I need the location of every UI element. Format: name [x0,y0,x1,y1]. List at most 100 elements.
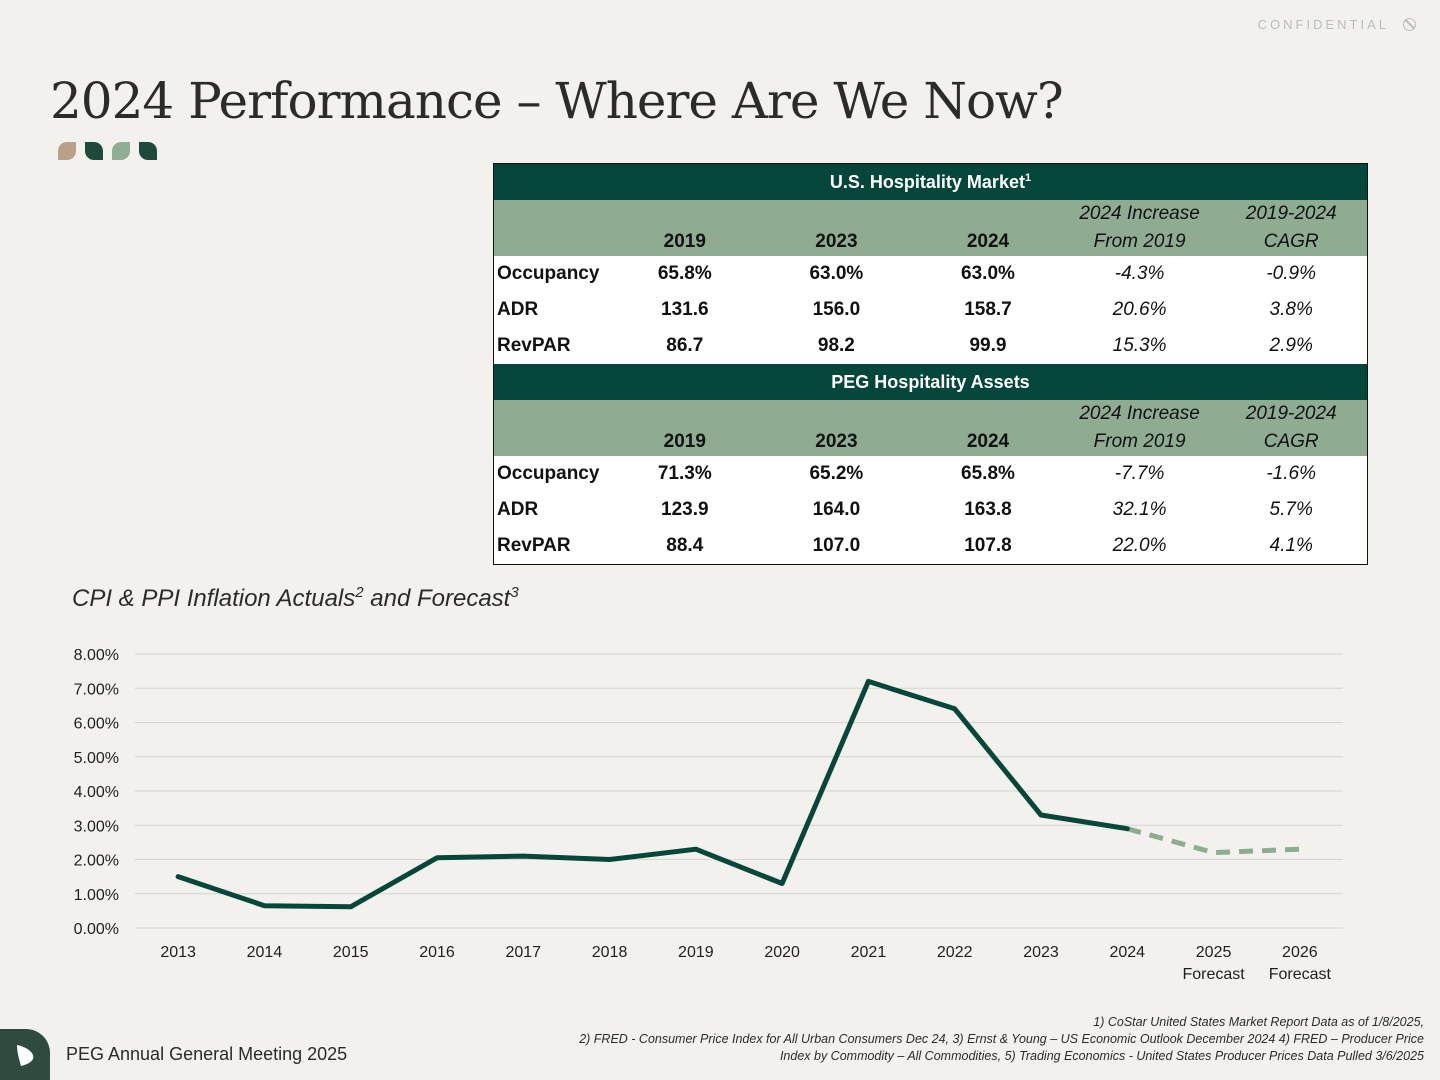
table-column-header: 2019 2023 2024 2024 Increase From 2019 20… [494,200,1367,256]
header-2024: 2024 [912,400,1064,456]
footnote-line: 1) CoStar United States Market Report Da… [1093,1015,1424,1029]
x-tick-label: Forecast [1269,966,1332,983]
confidential-label: CONFIDENTIAL [1258,17,1416,32]
table-row: ADR 123.9 164.0 163.8 32.1% 5.7% [494,492,1367,528]
row-label: ADR [497,499,539,520]
cell-cagr: 4.1% [1269,535,1313,556]
cell-2023: 107.0 [812,535,861,556]
x-tick-label: 2014 [247,944,283,961]
header-2023: 2023 [760,400,913,456]
table-row: ADR 131.6 156.0 158.7 20.6% 3.8% [494,292,1367,328]
y-tick-label: 6.00% [74,716,119,733]
actual-series-line [175,678,1130,910]
x-tick-label: 2016 [419,944,455,961]
cell-2024: 158.7 [964,299,1012,320]
leaf-icon [139,142,157,160]
cell-2024: 107.8 [964,535,1012,556]
table-column-header: 2019 2023 2024 2024 Increase From 2019 20… [494,400,1367,456]
row-label: Occupancy [497,463,600,484]
x-tick-label: 2017 [505,944,541,961]
cell-2023: 63.0% [809,263,864,284]
leaf-icon [85,142,103,160]
forecast-series-line [1126,826,1300,856]
table-section-header: U.S. Hospitality Market1 [494,164,1367,200]
footer-logo-tab [0,1029,50,1080]
y-tick-label: 1.00% [74,887,119,904]
cell-2023: 164.0 [812,499,861,520]
cell-2023: 156.0 [812,299,861,320]
row-label: Occupancy [497,263,600,284]
cell-2024: 99.9 [969,335,1007,356]
cell-2024: 163.8 [964,499,1012,520]
x-tick-label: 2023 [1023,944,1059,961]
cell-2019: 65.8% [657,263,712,284]
header-empty [494,200,609,256]
y-tick-label: 5.00% [74,750,119,767]
cell-cagr: -1.6% [1266,463,1316,484]
y-tick-label: 0.00% [74,921,119,938]
header-cagr: 2019-2024 CAGR [1215,400,1367,456]
row-label: RevPAR [497,535,571,556]
brand-leaves [58,142,157,160]
cell-increase: 22.0% [1112,535,1167,556]
leaf-icon [112,142,130,160]
cell-increase: -7.7% [1114,463,1165,484]
x-tick-label: 2026 [1282,944,1318,961]
y-tick-label: 7.00% [74,681,119,698]
x-tick-label: 2021 [851,944,887,961]
table-row: Occupancy 71.3% 65.2% 65.8% -7.7% -1.6% [494,456,1367,492]
cell-increase: 32.1% [1112,499,1167,520]
cell-2019: 131.6 [661,299,709,320]
y-tick-label: 8.00% [74,647,119,664]
x-tick-label: 2020 [764,944,800,961]
footnote-line: Index by Commodity – All Commodities, 5)… [779,1049,1424,1063]
x-tick-label: 2019 [678,944,714,961]
performance-tables: U.S. Hospitality Market1 2019 2023 2024 … [493,163,1368,565]
section-title: U.S. Hospitality Market1 [494,164,1367,200]
peg-assets-table: PEG Hospitality Assets 2019 2023 2024 20… [494,364,1367,564]
cell-2023: 98.2 [817,335,855,356]
cell-2019: 123.9 [661,499,709,520]
cell-2019: 88.4 [666,535,704,556]
header-increase: 2024 Increase From 2019 [1063,200,1216,256]
table-row: Occupancy 65.8% 63.0% 63.0% -4.3% -0.9% [494,256,1367,292]
cell-increase: -4.3% [1114,263,1165,284]
section-title: PEG Hospitality Assets [494,364,1367,400]
cell-cagr: -0.9% [1266,263,1316,284]
x-tick-label: 2022 [937,944,973,961]
cell-2024: 63.0% [961,263,1015,284]
chart-title: CPI & PPI Inflation Actuals2 and Forecas… [72,584,519,612]
table-section-header: PEG Hospitality Assets [494,364,1367,400]
x-tick-label: 2025 [1196,944,1232,961]
cell-2019: 71.3% [657,463,712,484]
restricted-icon [1403,18,1416,31]
x-tick-label: 2024 [1109,944,1145,961]
header-2019: 2019 [609,200,761,256]
cell-2023: 65.2% [809,463,864,484]
y-tick-label: 4.00% [74,784,119,801]
cell-cagr: 2.9% [1269,335,1313,356]
x-tick-label: 2013 [160,944,196,961]
leaf-icon [58,142,76,160]
page-title: 2024 Performance – Where Are We Now? [50,72,1064,130]
us-hospitality-table: U.S. Hospitality Market1 2019 2023 2024 … [494,164,1367,364]
y-tick-label: 2.00% [74,853,119,870]
cell-increase: 20.6% [1112,299,1167,320]
header-2019: 2019 [609,400,761,456]
x-tick-label: 2015 [333,944,369,961]
cell-cagr: 3.8% [1269,299,1313,320]
table-row: RevPAR 88.4 107.0 107.8 22.0% 4.1% [494,528,1367,564]
table-row: RevPAR 86.7 98.2 99.9 15.3% 2.9% [494,328,1367,364]
footnotes: 1) CoStar United States Market Report Da… [524,1014,1424,1065]
cell-2019: 86.7 [666,335,704,356]
header-cagr: 2019-2024 CAGR [1215,200,1367,256]
y-tick-label: 3.00% [74,818,119,835]
header-2023: 2023 [760,200,913,256]
inflation-line-chart: 0.00% 1.00% 2.00% 3.00% 4.00% 5.00% 6.00% 7.00%… [74,647,1343,983]
leaf-logo-icon [17,1045,34,1066]
header-2024: 2024 [912,200,1064,256]
row-label: RevPAR [497,335,571,356]
header-empty [494,400,609,456]
row-label: ADR [497,299,539,320]
confidential-text: CONFIDENTIAL [1257,17,1389,32]
